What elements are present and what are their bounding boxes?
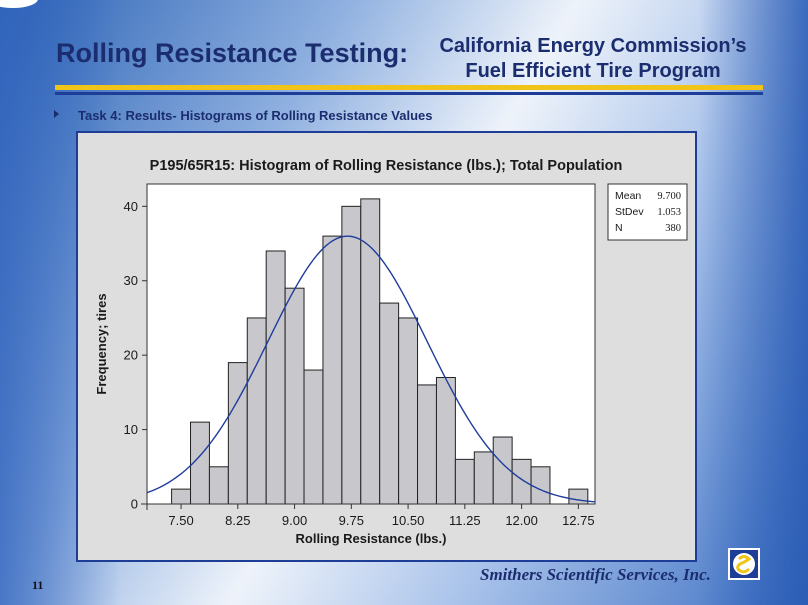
normal-fit-curve xyxy=(146,235,596,503)
bullet-arrow-icon xyxy=(54,110,59,118)
company-logo xyxy=(728,548,760,580)
x-tick-label: 11.25 xyxy=(449,513,481,528)
histogram-bar xyxy=(530,466,551,505)
histogram-chart: P195/65R15: Histogram of Rolling Resista… xyxy=(94,158,688,546)
x-tick-label: 12.75 xyxy=(562,513,595,528)
slide-subtitle: California Energy Commission’s Fuel Effi… xyxy=(418,34,768,84)
y-tick-label: 40 xyxy=(124,199,138,214)
x-tick-label: 12.00 xyxy=(505,513,538,528)
stats-label: Mean xyxy=(615,190,641,202)
company-name: Smithers Scientific Services, Inc. xyxy=(480,565,711,584)
gold-divider xyxy=(55,85,763,90)
histogram-bar xyxy=(341,205,362,505)
stats-value: 1.053 xyxy=(657,207,681,218)
background-right-gradient xyxy=(698,0,808,605)
x-tick-label: 8.25 xyxy=(225,513,250,528)
histogram-bar xyxy=(435,376,456,505)
x-tick-label: 10.50 xyxy=(392,513,425,528)
y-tick-label: 30 xyxy=(124,273,138,288)
histogram-bar xyxy=(511,458,532,505)
histogram-bar xyxy=(303,369,324,505)
histogram-bar xyxy=(227,362,248,505)
x-tick-label: 9.75 xyxy=(339,513,364,528)
stats-value: 9.700 xyxy=(657,191,681,202)
histogram-bar xyxy=(284,287,305,505)
histogram-bar xyxy=(360,198,381,505)
stats-box xyxy=(607,183,688,241)
corner-decoration xyxy=(0,0,38,8)
x-axis-label: Rolling Resistance (lbs.) xyxy=(296,531,447,546)
histogram-bar xyxy=(322,235,343,505)
histogram-bar xyxy=(265,250,286,505)
y-tick-label: 20 xyxy=(124,348,138,363)
stats-label: N xyxy=(615,222,623,234)
stats-label: StDev xyxy=(615,206,644,218)
slide-title: Rolling Resistance Testing: xyxy=(56,38,409,68)
chart-title: P195/65R15: Histogram of Rolling Resista… xyxy=(150,158,623,174)
histogram-bar xyxy=(171,488,192,505)
blue-divider xyxy=(55,92,763,95)
stats-value: 380 xyxy=(665,223,681,234)
histogram-bar xyxy=(246,317,267,505)
page-number: 11 xyxy=(32,578,44,592)
histogram-bar xyxy=(417,384,437,505)
histogram-bar xyxy=(379,302,400,505)
task-heading: Task 4: Results- Histograms of Rolling R… xyxy=(78,108,433,123)
histogram-chart-panel: P195/65R15: Histogram of Rolling Resista… xyxy=(76,131,697,562)
histogram-bar xyxy=(473,451,494,505)
x-tick-label: 7.50 xyxy=(168,513,193,528)
subtitle-line-1: California Energy Commission’s xyxy=(439,35,747,57)
histogram-bar xyxy=(398,317,419,505)
subtitle-line-2: Fuel Efficient Tire Program xyxy=(465,60,721,82)
histogram-bar xyxy=(208,466,229,505)
histogram-bar xyxy=(568,488,589,505)
histogram-bar xyxy=(454,458,475,505)
y-axis-label: Frequency; tires xyxy=(94,293,109,394)
y-tick-label: 10 xyxy=(124,422,138,437)
y-tick-label: 0 xyxy=(131,497,138,512)
x-tick-label: 9.00 xyxy=(282,513,307,528)
logo-swirl-icon xyxy=(733,553,755,575)
